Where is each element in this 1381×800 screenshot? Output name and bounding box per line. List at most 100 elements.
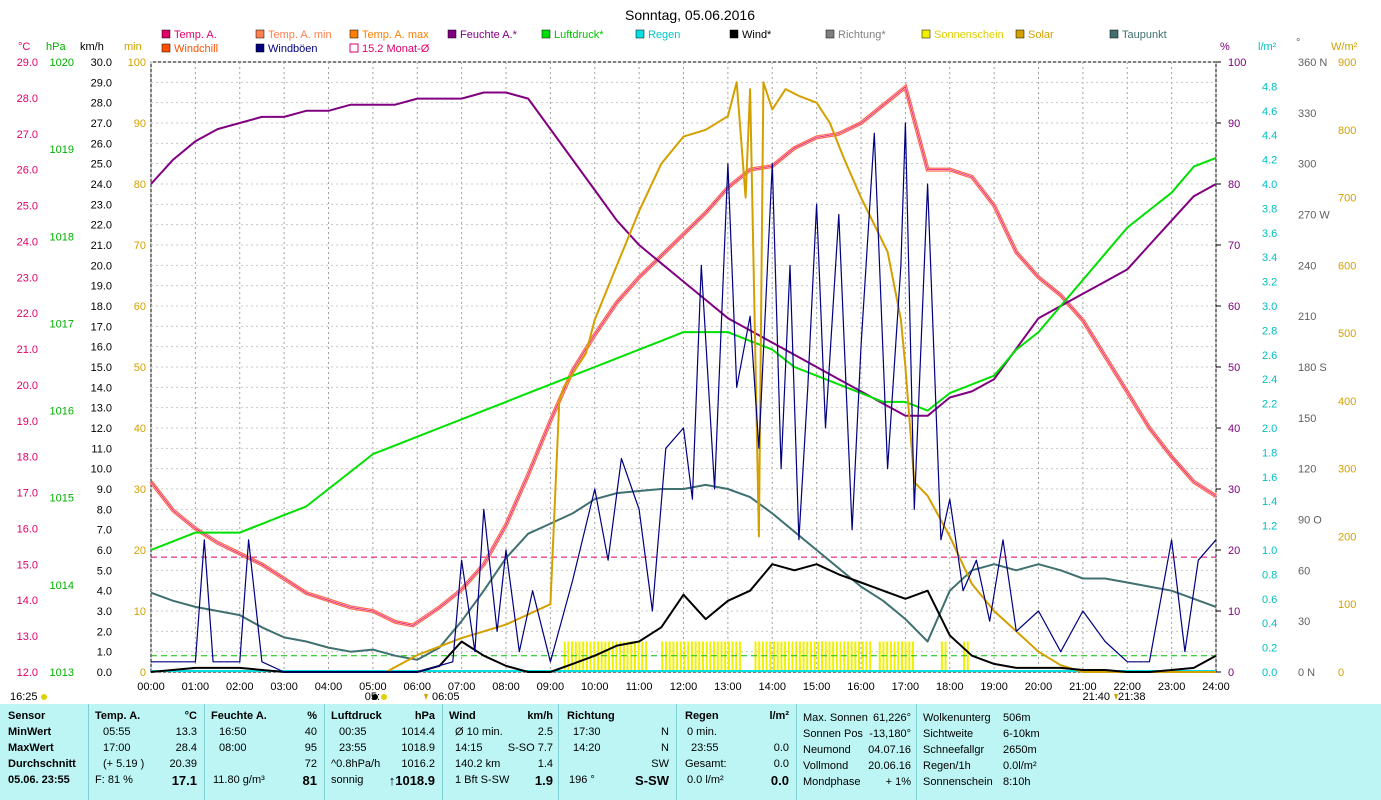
rain-max-value: 0.0	[773, 742, 789, 754]
sunshine-bar	[813, 641, 816, 672]
unit-direction: °	[1296, 37, 1300, 49]
legend-item: Feuchte A.*	[447, 29, 518, 41]
legend-item: Temp. A. max	[349, 29, 429, 41]
solar-axis-tick: 900	[1338, 57, 1356, 69]
temp-max-time: 17:00	[103, 742, 131, 754]
temp-avg-value: 20.39	[169, 758, 197, 770]
wind-unit: km/h	[527, 710, 553, 722]
sunshine-bar	[806, 641, 809, 672]
wind-axis-tick: 2.0	[97, 626, 112, 638]
direction-axis-tick: 300	[1298, 159, 1316, 171]
sunshine-bar	[846, 641, 849, 672]
temp-axis-tick: 25.0	[17, 201, 38, 213]
temp-avg-diff: (+ 5.19 )	[103, 758, 145, 770]
humidity-axis-tick: 10	[1228, 606, 1240, 618]
astro-sun-pos-label: Sonnen Pos	[803, 728, 863, 740]
sun-icon	[381, 694, 387, 700]
legend-item: Windböen	[255, 43, 318, 55]
wind-axis-tick: 22.0	[91, 220, 112, 232]
sunshine-bar	[904, 641, 907, 672]
sunshine-bar	[690, 641, 693, 672]
wind-axis-tick: 17.0	[91, 321, 112, 333]
legend-label: Windböen	[268, 43, 318, 55]
rain-axis-tick: 3.2	[1262, 277, 1277, 289]
direction-axis-tick: 0 N	[1298, 667, 1315, 679]
legend-swatch	[825, 29, 835, 39]
hum-header: Feuchte A.	[211, 710, 267, 722]
rain-axis-tick: 2.8	[1262, 325, 1277, 337]
summary-panel: Sensor MinWert MaxWert Durchschnitt 05.0…	[0, 704, 1381, 800]
rain-axis-tick: 2.4	[1262, 374, 1277, 386]
sunshine-bar	[604, 641, 607, 672]
wind-axis-tick: 0.0	[97, 667, 112, 679]
sunshine-bar	[731, 641, 734, 672]
sunshine-bar	[713, 641, 716, 672]
misc-snowline-label: Schneefallgr	[923, 744, 985, 756]
sunshine-bar	[795, 641, 798, 672]
legend-item: Luftdruck*	[541, 29, 604, 41]
sunshine-bar	[966, 641, 969, 672]
temp-axis-tick: 23.0	[17, 272, 38, 284]
sunshine-bar	[611, 641, 614, 672]
grid	[150, 61, 1217, 673]
astro-max-sun-label: Max. Sonnen	[803, 712, 868, 724]
solar-axis-tick: 200	[1338, 531, 1356, 543]
rain-axis-tick: 1.4	[1262, 496, 1277, 508]
wind-axis-tick: 5.0	[97, 565, 112, 577]
wind-distance: 140.2 km	[455, 758, 501, 770]
legend-label: Temp. A.	[174, 29, 217, 41]
humidity-axis-tick: 80	[1228, 179, 1240, 191]
sunshine-bar	[858, 641, 861, 672]
sunshine-bar	[608, 641, 611, 672]
temp-axis-tick: 21.0	[17, 344, 38, 356]
dir-avg-value: SW	[651, 758, 669, 770]
legend-label: Feuchte A.*	[460, 29, 518, 41]
sunshine-bar	[600, 641, 603, 672]
wind-axis-tick: 7.0	[97, 525, 112, 537]
sunshine-bar	[687, 641, 690, 672]
dir-max-value: N	[661, 742, 669, 754]
press-unit: hPa	[414, 710, 435, 722]
sunshine-bar	[701, 641, 704, 672]
direction-axis-tick: 150	[1298, 413, 1316, 425]
wind-bft: 1 Bft S-SW	[455, 774, 510, 786]
weather-chart: Sonntag, 05.06.2016 Temp. A. Temp. A. min…	[10, 7, 1358, 703]
sunshine-bar	[889, 641, 892, 672]
misc-cloudbase-label: Wolkenunterg	[923, 712, 991, 724]
misc-column: Wolkenunterg 506m Sichtweite 6-10km Schn…	[916, 704, 1040, 800]
x-tick-label: 06:00	[403, 681, 431, 693]
press-min-time: 00:35	[339, 726, 367, 738]
sunshine-bar	[963, 641, 966, 672]
wind-axis-tick: 15.0	[91, 362, 112, 374]
sunshine-bar	[798, 641, 801, 672]
series-solar	[385, 81, 1216, 673]
temp-unit: °C	[184, 710, 197, 722]
pressure-axis-tick: 1013	[50, 667, 74, 679]
wind-axis-tick: 19.0	[91, 281, 112, 293]
humidity-axis-tick: 90	[1228, 118, 1240, 130]
press-current: ↑1018.9	[388, 773, 435, 788]
sunshine-bar	[809, 641, 812, 672]
rain-axis-tick: 3.8	[1262, 203, 1277, 215]
astro-newmoon-value: 04.07.16	[868, 744, 911, 756]
wind-max-value: S-SO 7.7	[507, 742, 553, 754]
temp-min-time: 05:55	[103, 726, 131, 738]
x-tick-label: 03:00	[270, 681, 298, 693]
x-tick-label: 10:00	[581, 681, 609, 693]
misc-visibility-value: 6-10km	[1003, 728, 1040, 740]
direction-axis-tick: 120	[1298, 464, 1316, 476]
sunshine-bar	[582, 641, 585, 672]
direction-axis-tick: 90 O	[1298, 515, 1322, 527]
legend-label: Richtung*	[838, 29, 886, 41]
humidity-axis-tick: 20	[1228, 545, 1240, 557]
x-tick-label: 15:00	[803, 681, 831, 693]
x-tick-label: 00:00	[137, 681, 165, 693]
solar-axis-tick: 800	[1338, 125, 1356, 137]
sunshine-bar	[641, 641, 644, 672]
rain-header: Regen	[685, 710, 719, 722]
sunshine-bar	[776, 641, 779, 672]
rain-axis-tick: 0.0	[1262, 667, 1277, 679]
legend-item: Solar	[1015, 29, 1054, 41]
legend-item: Temp. A. min	[255, 29, 332, 41]
press-status: sonnig	[331, 774, 364, 786]
